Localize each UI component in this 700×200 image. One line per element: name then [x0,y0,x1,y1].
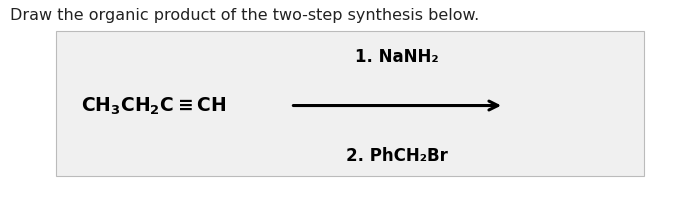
Text: Draw the organic product of the two-step synthesis below.: Draw the organic product of the two-step… [10,8,480,23]
Text: $\mathbf{CH_3CH_2C{\equiv}CH}$: $\mathbf{CH_3CH_2C{\equiv}CH}$ [81,95,227,117]
Text: 2. PhCH₂Br: 2. PhCH₂Br [346,146,448,164]
FancyBboxPatch shape [56,32,644,176]
Text: 1. NaNH₂: 1. NaNH₂ [356,48,439,66]
